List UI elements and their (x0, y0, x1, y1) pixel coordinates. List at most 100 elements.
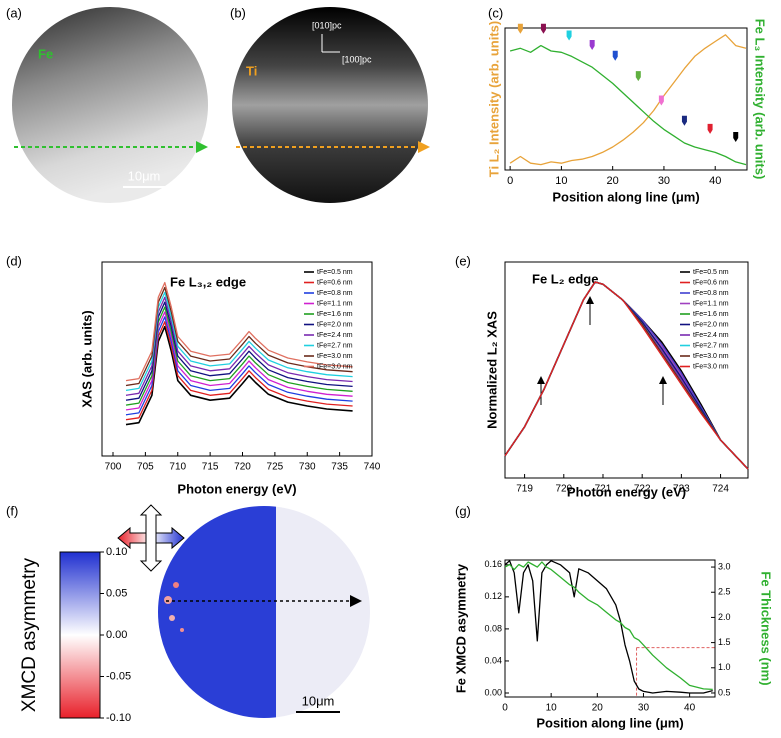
colorbar-tick-label: 0.05 (106, 587, 127, 599)
x-tick-label: 715 (202, 462, 219, 473)
panel-label: (b) (230, 5, 246, 20)
x-tick-label: 724 (712, 484, 729, 495)
y2-tick-label: 3.0 (718, 561, 731, 571)
x-tick-label: 30 (638, 703, 650, 714)
chart-title: Fe L₂ edge (532, 271, 598, 286)
panel-label: (e) (455, 253, 471, 268)
x-tick-label: 710 (169, 462, 186, 473)
legend-label: tFe=1.1 nm (693, 300, 729, 307)
x-tick-label: 700 (105, 462, 122, 473)
y-axis-label: Ti L₂ Intensity (arb. units) (486, 21, 501, 178)
y2-tick-label: 1.0 (718, 662, 731, 672)
legend-label: tFe=2.7 nm (693, 342, 729, 349)
x-tick-label: 40 (709, 175, 721, 187)
legend-label: tFe=0.6 nm (317, 279, 353, 286)
series-line (125, 281, 353, 382)
colorbar-tick-label: 0.10 (106, 546, 127, 558)
plot-frame (504, 261, 749, 479)
x-tick-label: 20 (592, 703, 604, 714)
legend-label: tFe=0.8 nm (693, 290, 729, 297)
legend-label: tFe=2.0 nm (693, 321, 729, 328)
colorbar (59, 551, 101, 719)
x-tick-label: 20 (607, 175, 619, 187)
y2-tick-label: 2.0 (718, 612, 731, 622)
arrow-head (659, 376, 667, 384)
crystal-axis: [010]pc (312, 20, 342, 30)
x-tick-label: 705 (137, 462, 154, 473)
x-tick-label: 720 (555, 484, 572, 495)
panel-label: (f) (6, 503, 18, 518)
legend-label: tFe=2.4 nm (693, 332, 729, 339)
x-axis-label: Photon energy (eV) (567, 484, 686, 499)
arrow-head (350, 595, 362, 607)
x-tick-label: 40 (684, 703, 696, 714)
x-tick-label: 720 (234, 462, 251, 473)
legend-label: tFe=1.1 nm (317, 300, 353, 307)
position-marker (517, 23, 523, 34)
element-label: Ti (246, 63, 257, 78)
colorbar-tick-label: -0.05 (106, 670, 131, 682)
x-tick-label: 719 (516, 484, 533, 495)
position-marker (707, 123, 713, 134)
y2-axis-label: Fe Thickness (nm) (759, 571, 774, 685)
microscopy-image (232, 7, 428, 203)
legend-label: tFe=0.8 nm (317, 290, 353, 297)
y2-tick-label: 2.5 (718, 587, 731, 597)
y-axis-label: Fe XMCD asymmetry (453, 563, 468, 693)
position-marker (658, 95, 664, 106)
x-tick-label: 735 (331, 462, 348, 473)
arrow-head (196, 141, 208, 153)
series-line (504, 281, 749, 470)
y-tick-label: 0.12 (484, 591, 502, 601)
x-tick-label: 30 (658, 175, 670, 187)
plot-frame (504, 27, 748, 171)
legend-label: tFe=3.0 nm (317, 353, 353, 360)
scale-label: 10μm (302, 693, 335, 708)
series-line (504, 560, 713, 694)
legend-label: tFe=1.6 nm (317, 311, 353, 318)
colorbar-label: XMCD asymmetry (19, 557, 40, 712)
x-tick-label: 10 (546, 703, 558, 714)
colorbar-tick-label: -0.10 (106, 712, 131, 724)
crystal-axis: [100]pc (342, 54, 372, 64)
y2-axis-label: Fe L₃ Intensity (arb. units) (753, 19, 768, 180)
x-axis-label: Position along line (μm) (552, 189, 699, 204)
position-marker (589, 39, 595, 50)
x-tick-label: 0 (507, 175, 513, 187)
plot-frame (101, 261, 373, 457)
y-axis-label: Normalized L₂ XAS (484, 311, 499, 429)
x-tick-label: 721 (595, 484, 612, 495)
position-marker (612, 50, 618, 61)
x-tick-label: 0 (502, 703, 508, 714)
speckle (180, 628, 184, 632)
legend-label: tFe=2.4 nm (317, 332, 353, 339)
y2-tick-label: 1.5 (718, 637, 731, 647)
element-label: Fe (38, 46, 53, 61)
y-axis-label: XAS (arb. units) (79, 310, 94, 408)
arrow-head (418, 141, 430, 153)
series-line (504, 561, 713, 691)
series-line (509, 34, 747, 166)
xmcd-image (158, 506, 370, 718)
y2-tick-label: 0.5 (718, 687, 731, 697)
x-axis-label: Photon energy (eV) (177, 481, 296, 496)
y-tick-label: 0.16 (484, 559, 502, 569)
legend-label: tFe=0.5 nm (693, 269, 729, 276)
arrow-head (586, 296, 594, 304)
chart-title: Fe L₃,₂ edge (170, 274, 246, 289)
panel-label: (a) (6, 5, 22, 20)
position-marker (540, 23, 546, 34)
legend-label: tFe=3.0 nm (317, 363, 353, 370)
series-line (509, 44, 747, 166)
speckle (164, 596, 172, 604)
x-tick-label: 725 (267, 462, 284, 473)
x-axis-label: Position along line (μm) (536, 715, 683, 730)
x-tick-label: 10 (555, 175, 567, 187)
legend-label: tFe=3.0 nm (693, 363, 729, 370)
legend-label: tFe=1.6 nm (693, 311, 729, 318)
scale-label: 10μm (128, 168, 161, 183)
panel-label: (c) (488, 5, 503, 20)
microscopy-image (12, 7, 208, 203)
position-marker (733, 131, 739, 142)
